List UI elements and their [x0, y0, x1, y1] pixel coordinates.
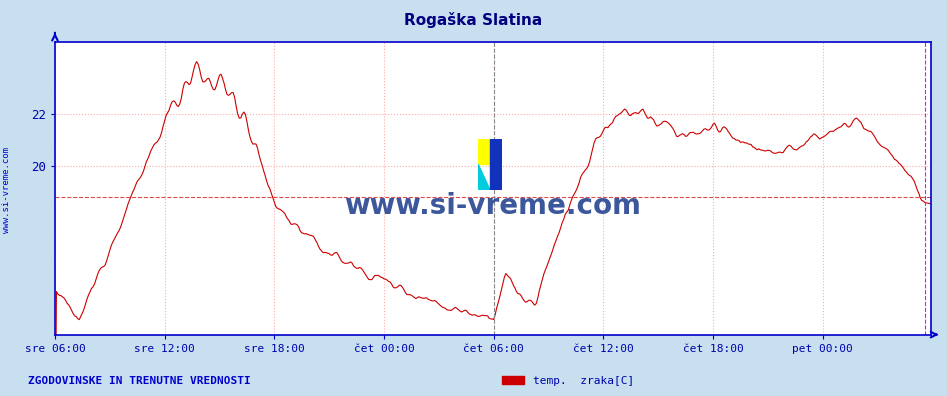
Legend: temp.  zraka[C]: temp. zraka[C]: [497, 371, 639, 390]
Text: ZGODOVINSKE IN TRENUTNE VREDNOSTI: ZGODOVINSKE IN TRENUTNE VREDNOSTI: [28, 376, 251, 386]
Bar: [478, 139, 491, 164]
Text: www.si-vreme.com: www.si-vreme.com: [345, 192, 641, 220]
Text: Rogaška Slatina: Rogaška Slatina: [404, 12, 543, 28]
Text: www.si-vreme.com: www.si-vreme.com: [2, 147, 11, 233]
Polygon shape: [491, 139, 502, 190]
Polygon shape: [478, 164, 491, 190]
